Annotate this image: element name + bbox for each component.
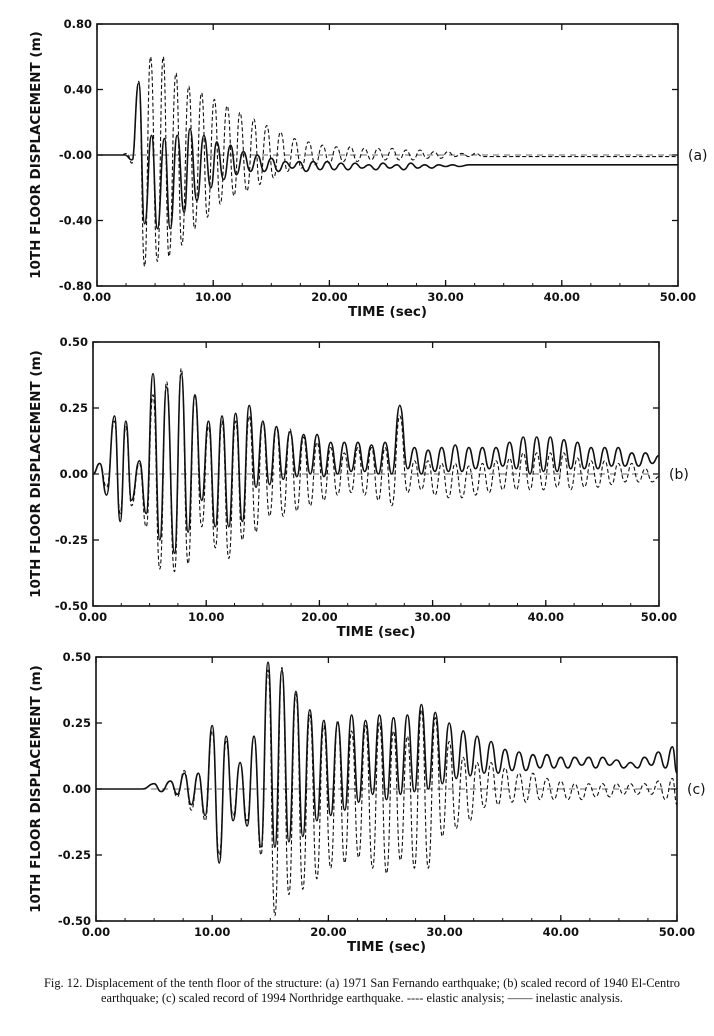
y-axis-label: 10TH FLOOR DISPLACEMENT (m) [28,350,44,598]
y-axis-label: 10TH FLOOR DISPLACEMENT (m) [28,665,44,913]
x-axis-label: TIME (sec) [336,624,415,640]
chart-panel-c: (c) TIME (sec) 10TH FLOOR DISPLACEMENT (… [28,650,706,955]
series-line-elastic [92,367,660,573]
y-tick-label: -0.25 [58,848,91,862]
y-tick-label: 0.25 [63,716,91,730]
x-tick-label: 10.00 [195,290,231,304]
x-tick-label: 50.00 [659,925,695,939]
series-line-inelastic [95,661,678,864]
series-line-elastic [97,56,678,267]
y-tick-label: 0.40 [64,83,92,97]
x-tick-label: 20.00 [311,290,347,304]
y-tick-label: 0.50 [60,335,88,349]
x-tick-label: 40.00 [528,610,564,624]
y-tick-label: -0.80 [59,279,92,293]
x-tick-label: 20.00 [301,610,337,624]
x-tick-label: 10.00 [188,610,224,624]
x-tick-label: 30.00 [414,610,450,624]
x-tick-label: 50.00 [660,290,696,304]
figure: (a) TIME (sec) 10TH FLOOR DISPLACEMENT (… [28,17,708,955]
x-tick-label: 0.00 [83,290,111,304]
panel-label: (c) [687,782,706,798]
y-tick-label: 0.00 [63,782,91,796]
y-tick-label: 0.00 [60,467,88,481]
panel-label: (a) [688,148,708,164]
x-tick-label: 10.00 [194,925,230,939]
series-line-inelastic [97,82,678,230]
series-line-elastic [95,667,678,917]
y-tick-label: -0.50 [58,914,91,928]
figure-caption: Fig. 12. Displacement of the tenth floor… [44,976,680,1005]
x-tick-label: 30.00 [427,290,463,304]
x-tick-label: 40.00 [543,925,579,939]
y-tick-label: -0.00 [59,148,92,162]
y-tick-label: 0.50 [63,650,91,664]
x-tick-label: 40.00 [544,290,580,304]
y-tick-label: -0.25 [55,533,88,547]
y-tick-label: 0.80 [64,17,92,31]
x-axis-label: TIME (sec) [347,939,426,955]
series-line-inelastic [92,372,660,554]
x-tick-label: 30.00 [426,925,462,939]
x-tick-label: 0.00 [79,610,107,624]
panel-label: (b) [669,467,689,483]
x-axis-label: TIME (sec) [348,304,427,320]
chart-panel-a: (a) TIME (sec) 10TH FLOOR DISPLACEMENT (… [28,17,708,320]
chart-figure-svg: (a) TIME (sec) 10TH FLOOR DISPLACEMENT (… [28,17,708,955]
chart-panel-b: (b) TIME (sec) 10TH FLOOR DISPLACEMENT (… [28,335,689,640]
y-axis-label: 10TH FLOOR DISPLACEMENT (m) [28,31,44,279]
x-tick-label: 50.00 [641,610,677,624]
x-tick-label: 20.00 [310,925,346,939]
y-tick-label: -0.40 [59,214,92,228]
x-tick-label: 0.00 [82,925,110,939]
y-tick-label: -0.50 [55,599,88,613]
y-tick-label: 0.25 [60,401,88,415]
